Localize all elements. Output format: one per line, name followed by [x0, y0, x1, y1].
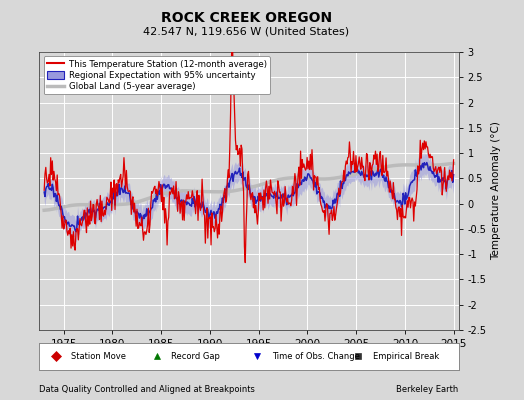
Text: 42.547 N, 119.656 W (United States): 42.547 N, 119.656 W (United States) — [143, 26, 350, 36]
Y-axis label: Temperature Anomaly (°C): Temperature Anomaly (°C) — [490, 122, 501, 260]
Text: Berkeley Earth: Berkeley Earth — [396, 386, 458, 394]
Text: ROCK CREEK OREGON: ROCK CREEK OREGON — [161, 11, 332, 25]
Text: Data Quality Controlled and Aligned at Breakpoints: Data Quality Controlled and Aligned at B… — [39, 386, 255, 394]
Text: Time of Obs. Change: Time of Obs. Change — [272, 352, 360, 361]
Text: Station Move: Station Move — [71, 352, 126, 361]
Text: Record Gap: Record Gap — [171, 352, 220, 361]
Legend: This Temperature Station (12-month average), Regional Expectation with 95% uncer: This Temperature Station (12-month avera… — [43, 56, 270, 94]
Text: Empirical Break: Empirical Break — [373, 352, 439, 361]
